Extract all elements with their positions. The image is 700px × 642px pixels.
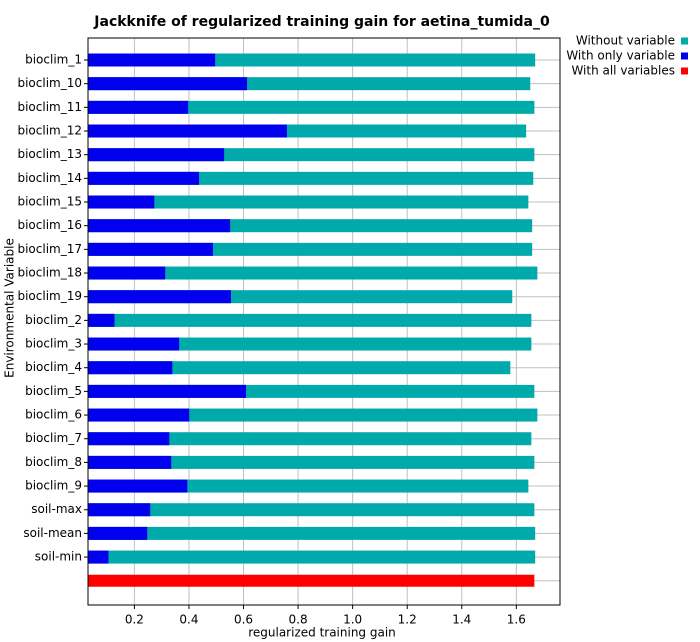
x-tick-label: 1.2 [398,613,417,627]
y-tick-label: bioclim_17 [17,242,82,256]
x-tick-label: 1.4 [452,613,471,627]
y-tick-label: bioclim_2 [25,313,82,327]
legend-swatch [681,37,688,45]
bar [88,361,173,375]
bar [88,361,511,375]
y-tick-label: bioclim_19 [17,289,82,303]
x-tick-label: 0.8 [289,613,308,627]
bar [88,503,151,517]
bar [88,526,148,540]
y-tick-label: bioclim_18 [17,266,82,280]
bar [88,432,170,446]
bar [88,195,529,209]
y-tick-label: soil-min [35,550,82,564]
legend-swatch [681,52,688,60]
bar [88,503,535,517]
bar [88,574,535,587]
y-tick-label: bioclim_13 [17,147,82,161]
legend-label: Without variable [576,34,675,48]
legend-label: With only variable [566,49,675,63]
bar [88,171,200,185]
bar [88,408,538,422]
x-tick-label: 0.2 [125,613,144,627]
x-tick-label: 0.6 [234,613,253,627]
x-tick-label: 1.0 [343,613,362,627]
y-tick-label: bioclim_15 [17,195,82,209]
y-tick-label: bioclim_11 [17,100,82,114]
bar [88,77,248,91]
y-tick-label: bioclim_12 [17,124,82,138]
y-tick-label: bioclim_1 [25,53,82,67]
bar [88,195,155,209]
bar [88,432,532,446]
y-tick-label: bioclim_10 [17,76,82,90]
x-axis-label: regularized training gain [248,626,396,640]
bar [88,455,535,469]
bar [88,148,225,162]
y-axis-label: Environmental Variable [3,238,17,378]
bar [88,479,529,493]
bar [88,219,231,233]
bar [88,266,538,280]
bar [88,384,246,398]
y-tick-label: bioclim_5 [25,384,82,398]
legend-label: With all variables [571,64,675,78]
bar [88,100,189,114]
y-tick-label: bioclim_3 [25,337,82,351]
bar [88,550,109,564]
y-tick-label: bioclim_8 [25,455,82,469]
bar [88,100,535,114]
legend-swatch [681,67,688,75]
y-tick-label: bioclim_6 [25,408,82,422]
bar [88,242,213,256]
y-tick-label: bioclim_9 [25,479,82,493]
bar [88,408,190,422]
x-tick-label: 1.6 [507,613,526,627]
y-tick-label: bioclim_16 [17,218,82,232]
plot-frame [87,37,561,606]
chart-title: Jackknife of regularized training gain f… [93,14,550,30]
x-tick-label: 0.4 [179,613,198,627]
y-tick-label: soil-mean [23,526,82,540]
bar [88,479,188,493]
bar [88,337,180,351]
y-tick-label: bioclim_7 [25,431,82,445]
bar [88,124,287,138]
bar [88,550,536,564]
y-tick-label: bioclim_14 [17,171,82,185]
bar [88,526,536,540]
bar [88,171,534,185]
bar [88,337,532,351]
bar [88,455,172,469]
y-tick-label: soil-max [31,502,82,516]
y-tick-label: bioclim_4 [25,360,82,374]
bar [88,53,216,67]
bar [88,313,532,327]
bar [88,313,115,327]
bar [88,290,231,304]
bar [88,266,166,280]
